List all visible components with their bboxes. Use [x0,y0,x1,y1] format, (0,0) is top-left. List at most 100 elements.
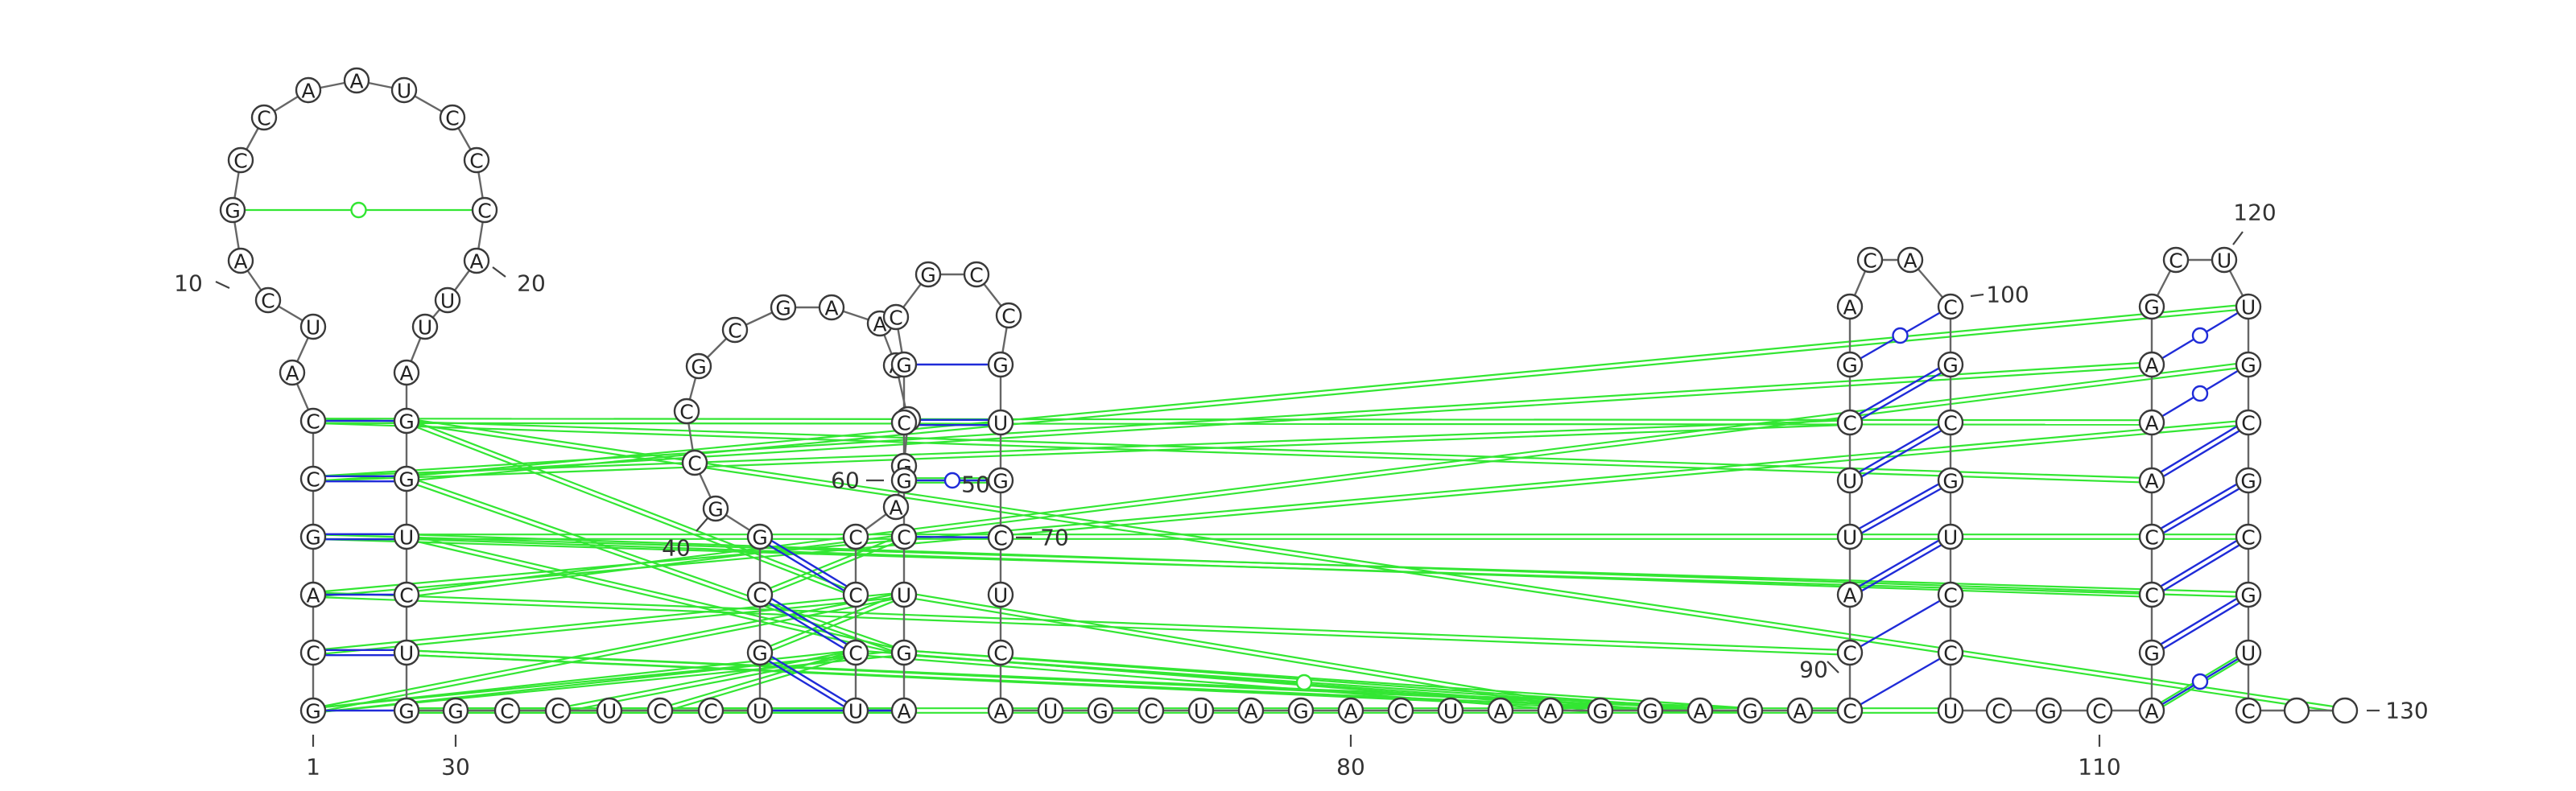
svg-text:G: G [691,356,706,379]
nucleotide-12: C [227,146,254,174]
nucleotide-91: C [1836,639,1864,666]
svg-text:A: A [2145,470,2158,493]
svg-text:C: C [2241,526,2255,550]
svg-text:C: C [728,319,741,343]
svg-text:C: C [753,584,766,608]
nucleotide-40: G [702,495,729,522]
interaction-3-91 [324,591,1839,656]
nucleotide-11: G [219,196,246,224]
nucleotide-85: G [1587,697,1614,724]
pair-112-126 [2160,597,2240,650]
svg-text:C: C [704,700,717,723]
nucleotide-101: G [1937,351,1964,378]
nucleotide-36: U [746,697,774,724]
nucleotide-113: C [2138,581,2165,608]
label-100: 100 [1986,282,2029,308]
nucleotide-118: G [2138,293,2165,320]
nucleotide-88: G [1736,697,1764,724]
nucleotide-34: C [646,697,674,724]
nucleotide-119: C [2162,246,2190,274]
svg-text:A: A [1543,700,1557,723]
svg-text:C: C [1943,412,1957,435]
nucleotide-102: C [1937,409,1964,436]
nucleotide-14: A [295,76,322,104]
svg-text:C: C [445,107,459,130]
pair-59-70 [915,535,989,539]
pair-96-100 [1860,311,1941,360]
svg-text:G: G [896,642,911,665]
nucleotide-21: U [434,286,461,314]
svg-text:C: C [551,700,564,723]
label-20: 20 [517,270,546,297]
nucleotide-18: C [463,146,490,174]
nucleotide-89: A [1786,697,1814,724]
interaction-2-58 [324,592,893,655]
svg-text:G: G [2144,296,2159,319]
svg-text:C: C [1992,700,2005,723]
nucleotide-103: G [1937,467,1964,494]
svg-text:G: G [1942,470,1958,493]
svg-text:C: C [1001,305,1015,328]
svg-text:C: C [399,584,413,608]
nucleotide-115: A [2138,467,2165,494]
nucleotide-26: U [393,523,420,550]
interaction-58-85 [915,593,1589,712]
tick-20 [492,266,506,278]
pair-90-106 [1860,657,1941,706]
svg-text:A: A [2145,412,2158,435]
svg-text:A: A [1903,249,1917,273]
nucleotide-78: A [1237,697,1265,724]
nucleotide-20: A [463,247,490,274]
svg-text:G: G [398,700,414,723]
svg-text:U: U [2241,296,2256,319]
svg-text:G: G [2240,584,2256,608]
svg-text:A: A [233,250,247,274]
svg-text:A: A [1244,700,1257,723]
svg-text:G: G [398,410,414,434]
svg-text:U: U [1043,700,1058,723]
nucleotide-61: C [890,409,918,436]
pair-113-125 [2160,539,2240,592]
svg-text:C: C [1144,700,1158,723]
tick-100 [1970,293,1984,298]
nucleotide-105: C [1937,581,1964,608]
svg-text:C: C [2145,584,2158,608]
pair-5-25 [325,475,394,483]
tick-10 [215,281,230,289]
svg-text:G: G [993,470,1008,493]
nucleotide-70: C [987,524,1014,551]
svg-text:C: C [2092,700,2106,723]
nucleotide-128: C [2235,697,2262,724]
base-pairs-layer [245,201,2240,712]
svg-text:A: A [285,362,299,385]
svg-text:C: C [477,200,491,223]
nucleotide-15: A [343,67,370,94]
nucleotide-13: C [250,104,278,131]
svg-text:G: G [398,468,414,492]
nucleotide-27: C [393,581,420,608]
pair-4-26 [325,533,394,541]
nucleotide-4: G [299,523,327,550]
svg-text:G: G [448,700,463,723]
svg-text:C: C [1943,642,1957,665]
svg-text:C: C [687,452,701,476]
svg-text:C: C [233,150,247,173]
svg-text:C: C [306,468,320,492]
svg-text:G: G [1742,700,1757,723]
nucleotide-16: U [390,76,418,104]
svg-text:G: G [775,297,791,320]
label-60: 60 [831,468,860,494]
pair-38-54 [768,598,848,649]
svg-text:G: G [752,526,767,550]
pair-92-104 [1858,539,1942,592]
pair-61-68 [916,418,989,426]
svg-text:U: U [1943,526,1958,550]
label-120: 120 [2233,200,2276,226]
nucleotide-82: U [1437,697,1464,724]
nucleotide-99: A [1897,246,1924,274]
nucleotide-51: A [882,493,910,521]
nucleotide-73: A [987,697,1014,724]
nucleotide-8: U [299,313,327,340]
svg-text:G: G [1092,700,1108,723]
